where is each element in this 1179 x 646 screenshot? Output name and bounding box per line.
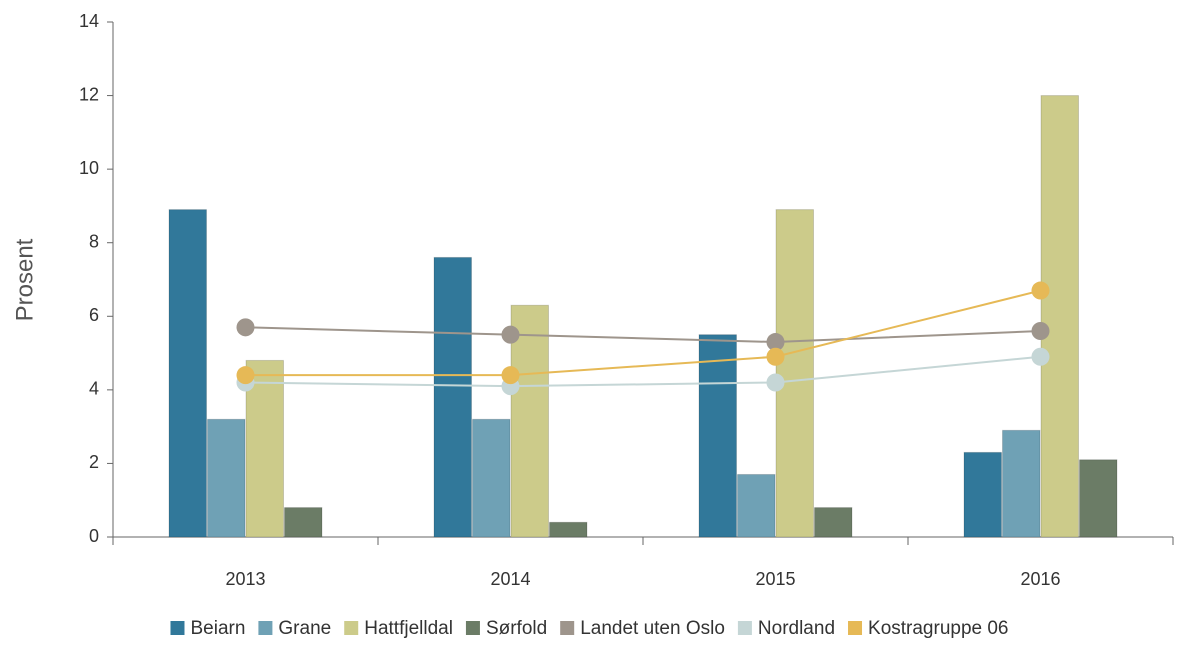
marker (766, 373, 785, 392)
bar (1079, 459, 1118, 538)
marker (1031, 281, 1050, 300)
legend-label: Grane (278, 618, 331, 639)
line (245, 355, 1041, 388)
x-tick-label: 2014 (490, 569, 530, 589)
marker (501, 325, 520, 344)
marker (236, 366, 255, 385)
legend-label: Beiarn (190, 618, 245, 639)
bar (775, 209, 814, 538)
bar (549, 521, 588, 538)
legend-swatch (170, 621, 185, 635)
y-tick-label: 4 (89, 379, 99, 399)
y-tick-label: 8 (89, 231, 99, 251)
bar (245, 359, 284, 538)
bar (963, 451, 1002, 538)
legend-label: Kostragruppe 06 (868, 618, 1009, 639)
bar (433, 256, 472, 538)
legend-swatch (737, 621, 752, 635)
x-tick-label: 2016 (1020, 569, 1060, 589)
legend-label: Sørfold (486, 618, 547, 639)
marker (766, 333, 785, 352)
y-tick-label: 12 (79, 84, 99, 104)
marker (1031, 347, 1050, 366)
legend-swatch (258, 621, 273, 635)
legend-swatch (344, 621, 359, 635)
bar (472, 418, 511, 538)
bar (207, 418, 246, 538)
bar (510, 304, 549, 538)
bar (814, 507, 853, 538)
legend-swatch (848, 621, 863, 635)
y-tick-label: 0 (89, 526, 99, 546)
marker (236, 318, 255, 337)
y-tick-label: 14 (79, 11, 99, 31)
y-tick-label: 6 (89, 305, 99, 325)
y-tick-label: 2 (89, 452, 99, 472)
x-tick-label: 2013 (225, 569, 265, 589)
legend-swatch (465, 621, 480, 635)
legend-label: Nordland (758, 618, 835, 639)
legend: Beiarn Grane Hattfjelldal Sørfold Landet ute… (170, 618, 1009, 639)
bar (168, 209, 207, 538)
legend-swatch (560, 621, 575, 635)
marker (766, 347, 785, 366)
line (245, 326, 1041, 344)
bar (284, 507, 323, 538)
marker (1031, 322, 1050, 340)
legend-label: Landet uten Oslo (580, 618, 725, 639)
y-tick-label: 10 (79, 158, 99, 178)
x-tick-label: 2015 (755, 569, 795, 589)
y-axis-label: Prosent (11, 238, 38, 321)
bar (737, 473, 776, 538)
legend-label: Hattfjelldal (364, 618, 453, 639)
bar (698, 334, 737, 538)
bar (1040, 95, 1079, 538)
marker (501, 366, 520, 385)
bar (1002, 429, 1041, 538)
line (245, 289, 1041, 377)
